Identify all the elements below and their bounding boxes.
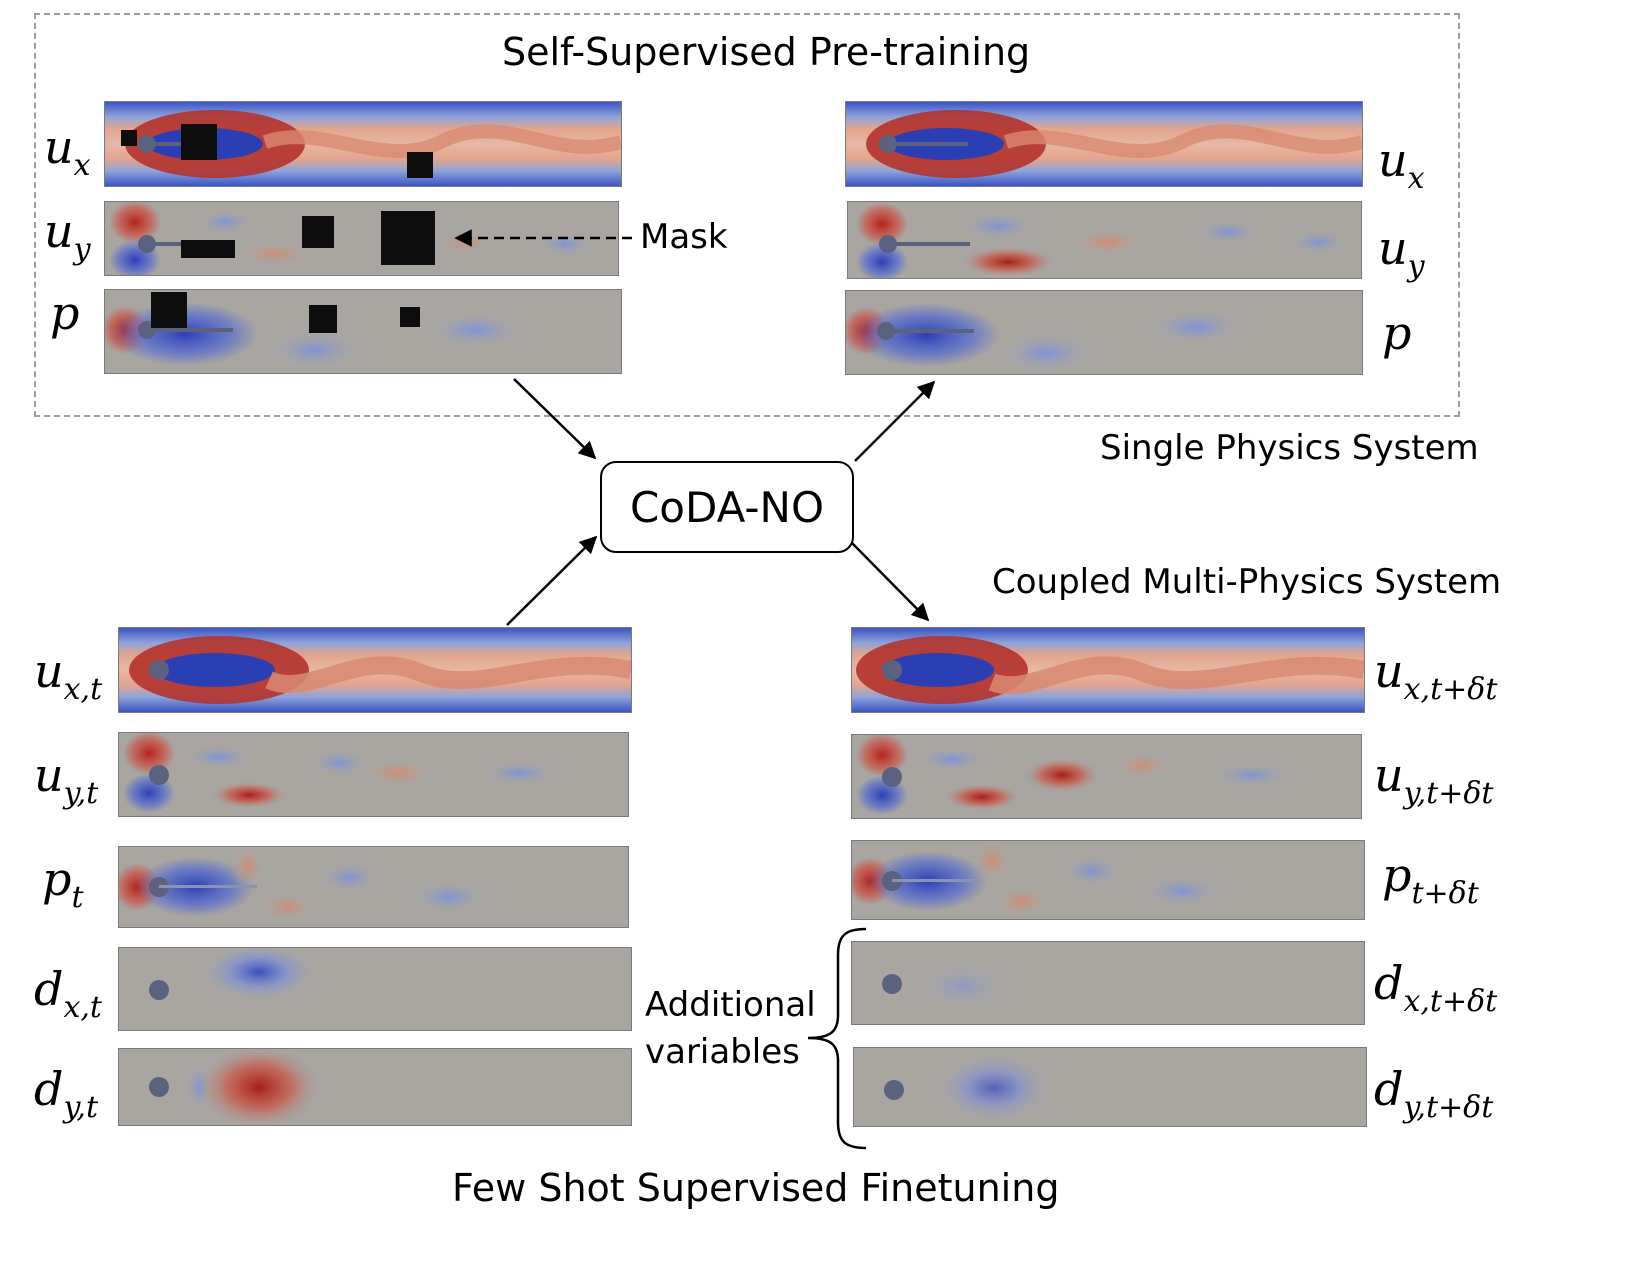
pretrain-label-p: p (50, 286, 80, 340)
finetune-label-uyt: uy,t (34, 748, 99, 811)
finetune-uy-next-field (851, 734, 1362, 819)
pretrain-uy-reconstructed-field (847, 201, 1362, 279)
finetune-dyt-field (118, 1048, 632, 1126)
finetune-label-uxt: ux,t (34, 644, 103, 707)
pretrain-right-label-p: p (1382, 306, 1412, 360)
finetune-label-pt: pt (42, 852, 84, 915)
finetune-right-label-p: pt+δt (1382, 848, 1479, 911)
finetune-right-label-dx: dx,t+δt (1374, 956, 1498, 1019)
coda-no-label: CoDA-NO (629, 482, 825, 532)
arrow-pretrain-to-model (513, 378, 597, 460)
pretrain-ux-masked-field (104, 101, 622, 187)
mask-label: Mask (640, 217, 728, 257)
finetune-uxt-field (118, 627, 632, 713)
arrow-finetune-to-model (506, 535, 598, 626)
pretraining-title: Self-Supervised Pre-training (502, 30, 1031, 74)
pretrain-right-label-ux: ux (1378, 133, 1425, 196)
mask-patch (407, 152, 433, 178)
pretrain-label-uy: uy (44, 204, 91, 267)
pretrain-right-label-uy: uy (1378, 221, 1425, 284)
arrow-model-to-prediction (851, 542, 930, 622)
pretrain-label-ux: ux (44, 120, 91, 183)
pretrain-p-masked-field (104, 289, 622, 374)
additional-variables-brace (807, 927, 867, 1150)
finetune-dy-next-field (853, 1047, 1367, 1127)
finetune-right-label-ux: ux,t+δt (1374, 644, 1498, 707)
mask-patch (181, 124, 217, 160)
pretraining-region (34, 13, 1460, 417)
finetune-right-label-dy: dy,t+δt (1374, 1062, 1494, 1125)
mask-patch (309, 305, 337, 333)
finetune-pt-field (118, 846, 629, 928)
finetune-dxt-field (118, 947, 632, 1031)
additional-variables-label-line1: Additional (645, 985, 816, 1025)
coda-no-model-box: CoDA-NO (600, 461, 854, 553)
mask-patch (302, 216, 334, 248)
finetune-right-label-uy: uy,t+δt (1374, 748, 1494, 811)
finetune-uyt-field (118, 732, 629, 817)
finetuning-title: Few Shot Supervised Finetuning (452, 1166, 1060, 1210)
single-physics-label: Single Physics System (1100, 428, 1479, 468)
finetune-label-dyt: dy,t (34, 1062, 99, 1125)
coupled-physics-label: Coupled Multi-Physics System (992, 562, 1502, 602)
additional-variables-label-line2: variables (645, 1032, 800, 1072)
pretrain-p-reconstructed-field (845, 290, 1363, 375)
finetune-label-dxt: dx,t (34, 962, 102, 1025)
mask-patch (400, 307, 420, 327)
arrow-model-to-reconstruction (854, 380, 936, 462)
mask-patch (381, 211, 435, 265)
finetune-ux-next-field (851, 627, 1365, 713)
finetune-dx-next-field (851, 941, 1365, 1025)
pretrain-ux-reconstructed-field (845, 101, 1363, 187)
mask-patch (181, 240, 235, 258)
mask-patch (151, 292, 187, 328)
mask-patch (121, 130, 137, 146)
finetune-p-next-field (851, 840, 1365, 920)
